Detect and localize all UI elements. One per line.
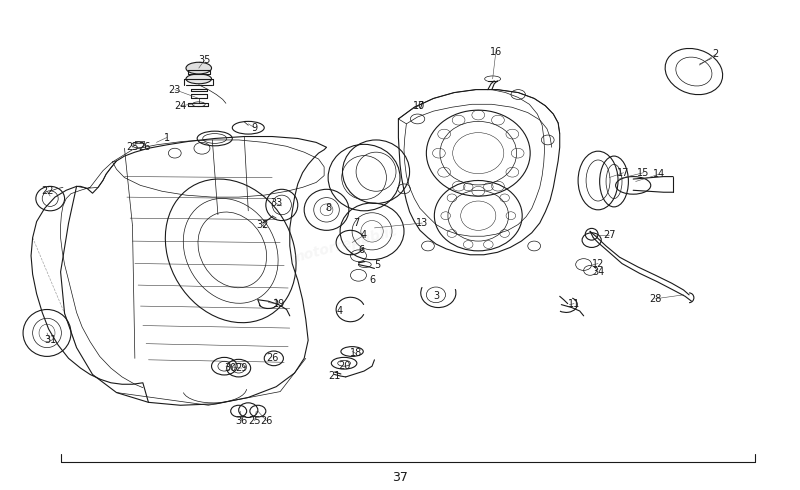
Ellipse shape: [186, 62, 211, 74]
Text: 4: 4: [337, 306, 343, 316]
Text: 33: 33: [270, 198, 282, 208]
Text: 30: 30: [225, 363, 237, 373]
Text: 5: 5: [374, 260, 381, 270]
Text: 14: 14: [654, 169, 666, 179]
Text: 21: 21: [328, 371, 341, 381]
Text: 3: 3: [433, 291, 439, 301]
Text: 22: 22: [41, 186, 54, 196]
Text: 29: 29: [236, 363, 248, 373]
Text: 25: 25: [249, 416, 261, 426]
Text: 1: 1: [164, 132, 170, 143]
Text: 17: 17: [618, 168, 630, 178]
Text: 26: 26: [266, 353, 278, 364]
Text: 2: 2: [712, 49, 718, 59]
Text: 7: 7: [417, 101, 423, 111]
Text: 6: 6: [358, 245, 365, 255]
Text: 36: 36: [236, 416, 248, 426]
Text: 10: 10: [413, 101, 426, 111]
Text: 28: 28: [650, 294, 662, 304]
Text: 20: 20: [338, 361, 350, 371]
Text: 4: 4: [361, 230, 367, 240]
Text: 7: 7: [353, 218, 359, 228]
Text: 16: 16: [490, 47, 502, 57]
Text: 26: 26: [138, 142, 150, 152]
Text: 27: 27: [603, 230, 615, 240]
Text: 35: 35: [198, 55, 210, 65]
Text: 19: 19: [273, 298, 285, 309]
Text: 15: 15: [638, 168, 650, 178]
Text: 32: 32: [257, 220, 269, 230]
Text: 23: 23: [169, 85, 181, 95]
Text: 37: 37: [392, 470, 408, 484]
Text: 6: 6: [369, 275, 375, 285]
Text: 12: 12: [592, 259, 604, 269]
Text: 31: 31: [44, 335, 56, 345]
Text: motorrepublic: motorrepublic: [289, 224, 399, 266]
Text: 13: 13: [416, 218, 429, 228]
Text: 24: 24: [174, 101, 186, 111]
Ellipse shape: [186, 74, 211, 84]
Text: 18: 18: [350, 348, 362, 359]
Text: 26: 26: [261, 416, 273, 426]
Text: 11: 11: [568, 298, 580, 309]
Text: 25: 25: [126, 142, 138, 152]
Text: 8: 8: [325, 203, 331, 213]
Text: 34: 34: [592, 267, 604, 277]
Text: 9: 9: [251, 122, 258, 133]
